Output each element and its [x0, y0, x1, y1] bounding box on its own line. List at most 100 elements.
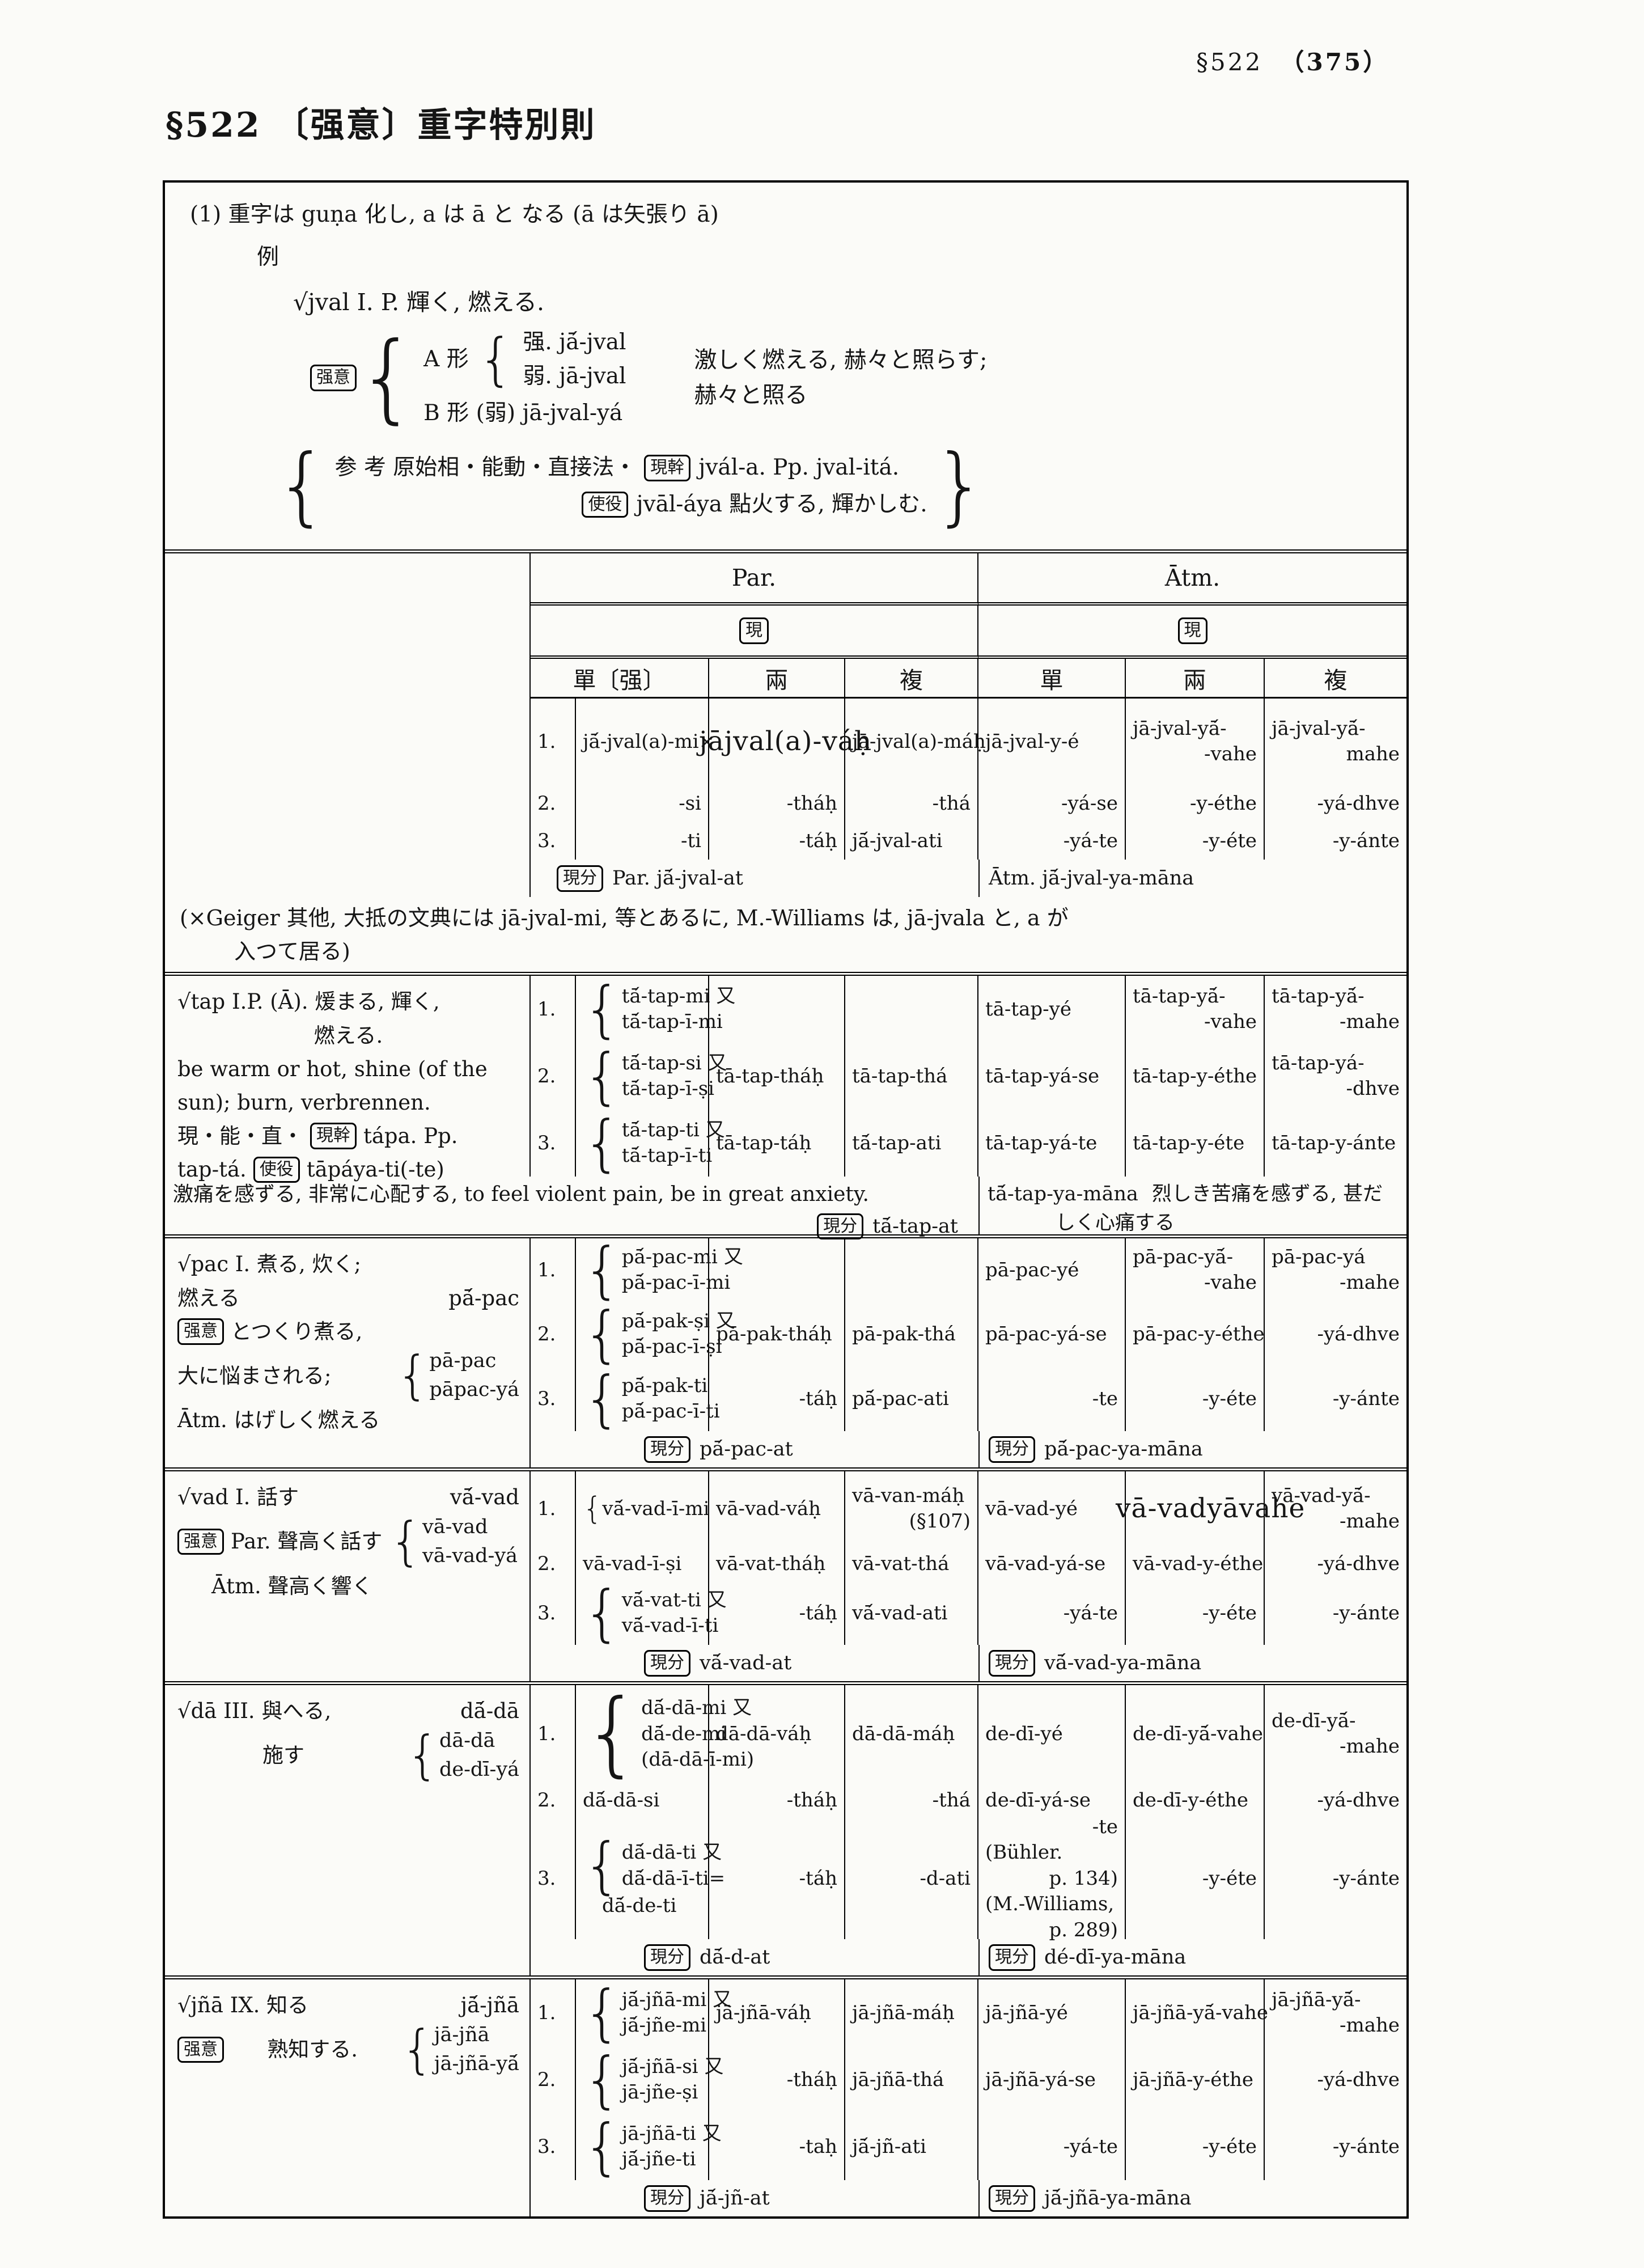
label-box: 强意 — [177, 2036, 224, 2063]
verb-info-text: √tap I.P. (Ā). 煖まる, 輝く, — [177, 989, 440, 1014]
form-line: tā-tap-yá-te — [985, 1131, 1098, 1154]
form-cell: -yá-te — [978, 2113, 1126, 2181]
reference-note: { 参 考 原始相・能動・直接法・ 現幹 jvál-a. Pp. jval-it… — [275, 437, 1386, 536]
form-cell: de-dī-yá-se — [978, 1783, 1126, 1818]
form-line: jā-jñe-ṣi — [621, 2081, 698, 2104]
form-line: tā-tap-yā́- — [1272, 984, 1365, 1008]
present-tense-header-atm: 現 — [978, 606, 1406, 659]
form-cell: jā-jñā-yá-se — [978, 2046, 1126, 2114]
brace-lines: dā́-dā-mi 又 dā́-de-mi (dā-dā-ī-mi) — [641, 1695, 754, 1773]
form-line: pā́-pac-mi 又 — [621, 1245, 743, 1268]
form-cell: -tháḥ — [709, 2046, 845, 2114]
person-number-cell: 2. — [531, 1783, 576, 1818]
form-line: -y-ánte — [1332, 1867, 1400, 1890]
form-line: tā́-tap-ati — [852, 1131, 942, 1154]
form-line: tā́-tap-si 又 — [621, 1051, 727, 1074]
verb-info-text: 燃える. — [313, 1023, 383, 1048]
causative-forms: jvāl-áya 點火する, 輝かしむ. — [636, 491, 927, 517]
form-line: dā́-de-ti — [602, 1894, 677, 1918]
right-brace-glyph: } — [933, 437, 988, 536]
form-cell: {pā́-pac-mi 又 pā́-pac-ī-mi — [576, 1238, 743, 1302]
form-line: jā-jñā-váḥ — [716, 2001, 811, 2024]
form-line: jā-jval-yā́- — [1272, 717, 1366, 740]
stem-form: vā-vad-yá — [422, 1545, 518, 1568]
form-cell: -y-ánte — [1265, 1366, 1406, 1431]
verb-info-line: 現・能・直・ 現幹 tápa. Pp. — [177, 1119, 519, 1153]
present-participle-form: Ātm. jā́-jval-ya-māna — [989, 867, 1194, 890]
present-participle-form: pā́-pac-at — [700, 1438, 793, 1461]
form-cell: -táḥ — [709, 1818, 845, 1940]
verb-info-line: be warm or hot, shine (of the — [177, 1052, 519, 1086]
verb-info-line: √jñā IX. 知る jā́-jñā — [177, 1988, 519, 2022]
form-cell — [845, 1238, 978, 1302]
present-participle-form: jā́-jñā-ya-māna — [1044, 2187, 1192, 2210]
form-line: -táḥ — [799, 1601, 837, 1624]
verb-info-line: 强意 熟知する. {jā-jñā jā-jñā-yā́ — [177, 2022, 519, 2077]
stem-form: pā-pac — [429, 1349, 497, 1372]
form-line: tā́-tap-ī-mi — [621, 1010, 723, 1034]
stem-forms: vā-vad vā-vad-yá — [422, 1514, 518, 1569]
stem-form: de-dī-yá — [439, 1758, 519, 1782]
form-cell: vā-vad-ī-ṣi — [576, 1546, 709, 1582]
stem-form: jā-jñā-yā́ — [434, 2053, 519, 2076]
number-column-header: 兩 — [1126, 659, 1265, 699]
form-cell: jā-jñā-thá — [845, 2046, 978, 2114]
present-participle-form: tā́-tap-ya-māna — [988, 1183, 1138, 1206]
form-cell: -yá-dhve — [1265, 1783, 1406, 1818]
form-line: jā-jval-y-é — [985, 730, 1079, 753]
shieki-label-box: 使役 — [582, 491, 629, 518]
form-line: vā-vad-y-éthe — [1133, 1552, 1264, 1575]
form-line: (M.-Williams, — [985, 1893, 1115, 1916]
form-line: -vahe — [1204, 1271, 1257, 1294]
form-line: vā-vat-thá — [852, 1552, 950, 1575]
header-label: 兩 — [1183, 666, 1206, 694]
form-line: jā-jñā-y-éthe — [1133, 2068, 1253, 2091]
verb-info-text: とつくり煮る, — [231, 1319, 363, 1344]
meaning-description: 激しく燃える, 赫々と照らす; 赫々と照る — [694, 342, 988, 413]
person-number-cell: 1. — [531, 1685, 576, 1783]
verb-block-jna: √jñā IX. 知る jā́-jñā 强意 熟知する.{jā-jñā jā-jñā-y… — [165, 1977, 1406, 2217]
brace-lines: vā́-vat-ti 又 vā́-vad-ī-ti — [622, 1588, 727, 1639]
form-line: -y-ánte — [1332, 1601, 1400, 1624]
form-cell: vā-vat-thá — [845, 1546, 978, 1582]
table-header: Par. Ātm. 現 現單〔强〕 兩 複 單 兩 複 — [165, 553, 1406, 699]
form-line: de-dī-yā́-vahe — [1133, 1722, 1263, 1745]
page-header-section: §522 — [1196, 48, 1263, 76]
meaning-line-1: 激しく燃える, 赫々と照らす; — [694, 347, 988, 374]
person-number-cell: 2. — [531, 2046, 576, 2114]
form-line: -te — [1092, 1387, 1118, 1410]
form-cell: jā-jñā-yé — [978, 1979, 1126, 2047]
verb-info-cell: √dā III. 與へる, dā́-dā 施す {dā-dā de-dī-yá — [165, 1685, 531, 1976]
form-cell: jā-jñā-y-éthe — [1126, 2046, 1265, 2114]
form-line: -tháḥ — [786, 792, 837, 815]
form-line: vā-van-máḥ — [852, 1484, 965, 1507]
form-cell: dā́-dā-si — [576, 1783, 709, 1818]
header-label: 單 — [1040, 666, 1063, 694]
form-cell: -tháḥ — [709, 785, 845, 823]
form-line: -ti — [680, 829, 701, 852]
stem-form: jā-jñā — [434, 2023, 490, 2046]
tense-box: 現 — [1177, 617, 1207, 644]
inserted-large-form: jājval(a)-váḥ — [699, 725, 872, 757]
present-participle-par: 現分 tā́-tap-at — [173, 1210, 973, 1243]
header-label: Ātm. — [1164, 564, 1221, 592]
present-participle-atm: 現分 jā́-jñā-ya-māna — [978, 2180, 1406, 2217]
form-cell: vā-vat-tháḥ — [709, 1546, 845, 1582]
reference-content: 参 考 原始相・能動・直接法・ 現幹 jvál-a. Pp. jval-itá.… — [334, 452, 927, 520]
form-cell: jā́-jval(a)-mi× — [576, 699, 715, 785]
brace-glyph: { — [583, 1830, 622, 1901]
form-line: tā-tap-yá- — [1272, 1051, 1365, 1074]
verb-info-line: sun); burn, verbrennen. — [177, 1086, 519, 1119]
present-participle-atm: 現分 pā́-pac-ya-māna — [978, 1431, 1406, 1468]
form-line: vā-vat-tháḥ — [716, 1552, 826, 1575]
tense-box: 現 — [739, 617, 769, 644]
form-cell: vā-vadyāvahe — [1116, 1471, 1304, 1547]
form-line: jā-jñā-máḥ — [852, 2001, 955, 2024]
form-cell: -yá-te — [978, 1581, 1126, 1645]
header-label: 複 — [1324, 666, 1348, 694]
brace-glyph: { — [583, 1977, 622, 2049]
label-box: 强意 — [177, 1528, 224, 1555]
verb-info-cell: √vad I. 話す vā́-vad 强意 Par. 聲高く話す{vā-vad vā-… — [165, 1471, 531, 1682]
form-line: vā-vad-yā́- — [1272, 1484, 1371, 1507]
